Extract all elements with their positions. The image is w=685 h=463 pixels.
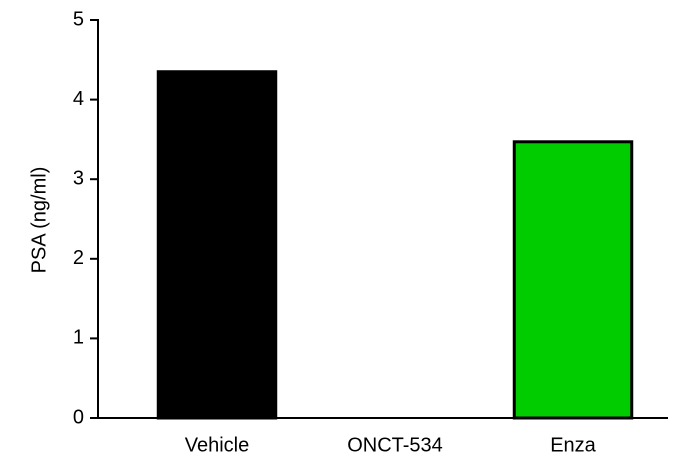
y-tick-label: 2 [73, 247, 84, 269]
bar [512, 140, 634, 420]
y-tick-label: 1 [73, 327, 84, 349]
y-tick-label: 4 [73, 88, 84, 110]
x-tick-label: ONCT-534 [347, 434, 443, 456]
y-tick-label: 3 [73, 167, 84, 189]
y-tick-label: 0 [73, 406, 84, 428]
x-tick-label: Vehicle [185, 434, 250, 456]
y-axis-label: PSA (ng/ml) [28, 167, 50, 274]
x-tick-label: Enza [550, 434, 596, 456]
y-tick-label: 5 [73, 8, 84, 30]
bar [156, 70, 278, 420]
